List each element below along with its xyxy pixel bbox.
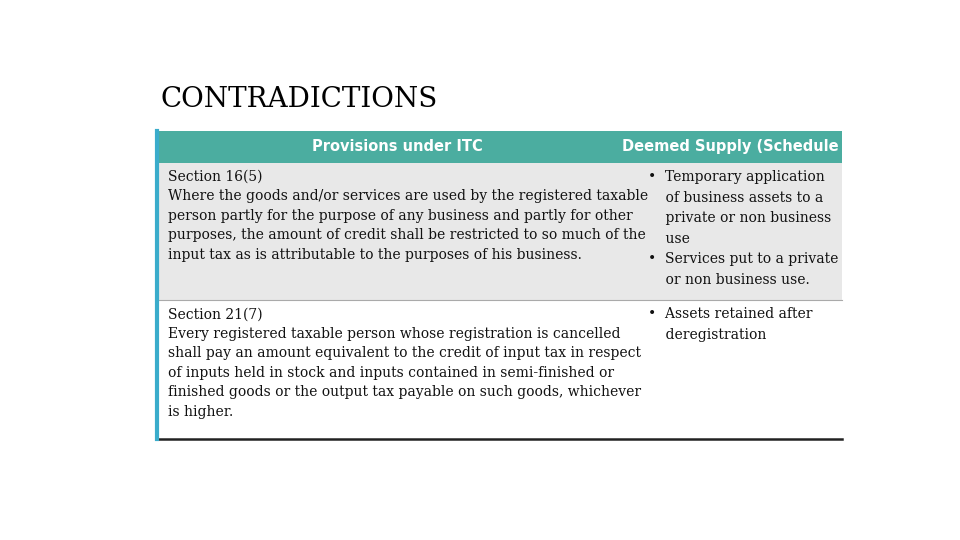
Text: Section 21(7)
Every registered taxable person whose registration is cancelled
sh: Section 21(7) Every registered taxable p… [168,307,641,418]
Bar [157,163,842,300]
Text: •  Temporary application
    of business assets to a
    private or non business: • Temporary application of business asse… [648,170,839,287]
Text: Provisions under ITC: Provisions under ITC [312,139,483,154]
Text: •  Assets retained after
    deregistration: • Assets retained after deregistration [648,307,813,342]
Text: Deemed Supply (Schedule I): Deemed Supply (Schedule I) [622,139,856,154]
Bar [157,300,842,439]
Bar [157,131,842,163]
Text: CONTRADICTIONS: CONTRADICTIONS [161,85,438,113]
Text: Section 16(5)
Where the goods and/or services are used by the registered taxable: Section 16(5) Where the goods and/or ser… [168,170,649,262]
